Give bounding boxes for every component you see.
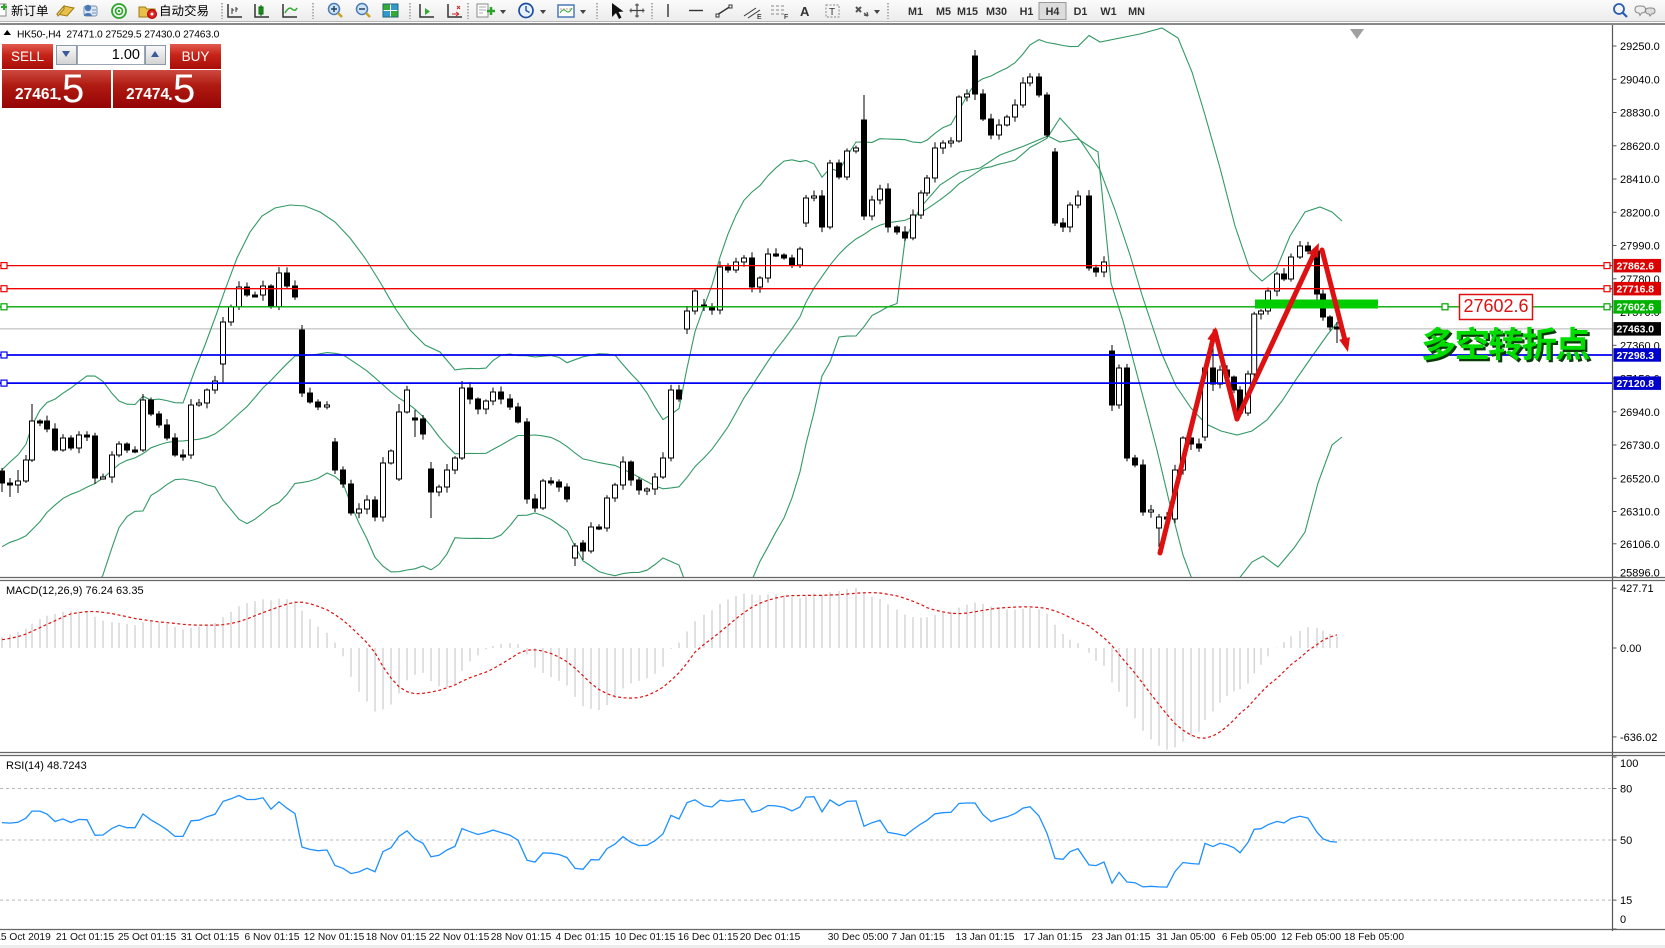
svg-text:27463.0: 27463.0 <box>1617 325 1655 336</box>
svg-text:27602.6: 27602.6 <box>1463 296 1528 316</box>
svg-text:21 Oct 01:15: 21 Oct 01:15 <box>56 932 115 943</box>
svg-text:MN: MN <box>1128 6 1145 18</box>
svg-text:H1: H1 <box>1020 6 1034 18</box>
svg-text:23 Jan 01:15: 23 Jan 01:15 <box>1092 932 1151 943</box>
svg-text:31 Jan 05:00: 31 Jan 05:00 <box>1157 932 1216 943</box>
svg-text:0: 0 <box>1620 914 1626 926</box>
svg-text:E: E <box>757 14 762 21</box>
svg-text:28830.0: 28830.0 <box>1620 108 1660 120</box>
svg-text:T: T <box>829 7 835 18</box>
svg-text:427.71: 427.71 <box>1620 583 1654 595</box>
svg-text:H4: H4 <box>1046 6 1060 18</box>
svg-text:26940.0: 26940.0 <box>1620 407 1660 419</box>
svg-text:12 Nov 01:15: 12 Nov 01:15 <box>304 932 365 943</box>
svg-text:28410.0: 28410.0 <box>1620 174 1660 186</box>
svg-text:27862.6: 27862.6 <box>1617 261 1655 272</box>
svg-text:27602.6: 27602.6 <box>1617 303 1655 314</box>
svg-text:W1: W1 <box>1100 6 1116 18</box>
svg-text:-636.02: -636.02 <box>1620 732 1657 744</box>
svg-text:50: 50 <box>1620 835 1632 847</box>
svg-text:A: A <box>800 4 810 19</box>
svg-text:10 Dec 01:15: 10 Dec 01:15 <box>615 932 676 943</box>
svg-text:HK50-,H4 27471.0 27529.5 2743: HK50-,H4 27471.0 27529.5 27430.0 27463.0 <box>17 30 220 41</box>
svg-text:13 Jan 01:15: 13 Jan 01:15 <box>956 932 1015 943</box>
svg-text:80: 80 <box>1620 784 1632 796</box>
svg-text:18 Feb 05:00: 18 Feb 05:00 <box>1344 932 1404 943</box>
svg-text:27716.8: 27716.8 <box>1617 285 1655 296</box>
svg-text:28200.0: 28200.0 <box>1620 207 1660 219</box>
svg-text:M5: M5 <box>936 6 951 18</box>
svg-text:15 Oct 2019: 15 Oct 2019 <box>0 932 51 943</box>
svg-text:28620.0: 28620.0 <box>1620 141 1660 153</box>
svg-text:F: F <box>784 14 788 21</box>
svg-text:M30: M30 <box>986 6 1007 18</box>
svg-text:29250.0: 29250.0 <box>1620 41 1660 53</box>
svg-text:16 Dec 01:15: 16 Dec 01:15 <box>678 932 739 943</box>
svg-text:25896.0: 25896.0 <box>1620 568 1660 580</box>
svg-text:M15: M15 <box>957 6 978 18</box>
svg-text:26106.0: 26106.0 <box>1620 539 1660 551</box>
svg-text:12 Feb 05:00: 12 Feb 05:00 <box>1281 932 1341 943</box>
svg-text:RSI(14) 48.7243: RSI(14) 48.7243 <box>6 760 87 772</box>
svg-text:MACD(12,26,9) 76.24 63.35: MACD(12,26,9) 76.24 63.35 <box>6 585 144 597</box>
svg-text:31 Oct 01:15: 31 Oct 01:15 <box>181 932 240 943</box>
svg-text:27298.3: 27298.3 <box>1617 351 1655 362</box>
svg-text:4 Dec 01:15: 4 Dec 01:15 <box>556 932 611 943</box>
svg-text:15: 15 <box>1620 895 1632 907</box>
svg-text:D1: D1 <box>1074 6 1088 18</box>
svg-text:17 Jan 01:15: 17 Jan 01:15 <box>1024 932 1083 943</box>
svg-text:22 Nov 01:15: 22 Nov 01:15 <box>429 932 490 943</box>
svg-text:7 Jan 01:15: 7 Jan 01:15 <box>891 932 945 943</box>
svg-text:25 Oct 01:15: 25 Oct 01:15 <box>118 932 177 943</box>
svg-text:27120.8: 27120.8 <box>1617 379 1655 390</box>
svg-text:0.00: 0.00 <box>1620 643 1641 655</box>
svg-text:18 Nov 01:15: 18 Nov 01:15 <box>366 932 427 943</box>
svg-text:6 Nov 01:15: 6 Nov 01:15 <box>245 932 300 943</box>
svg-text:20 Dec 01:15: 20 Dec 01:15 <box>740 932 801 943</box>
svg-text:30 Dec 05:00: 30 Dec 05:00 <box>828 932 889 943</box>
svg-text:28 Nov 01:15: 28 Nov 01:15 <box>491 932 552 943</box>
svg-text:M1: M1 <box>908 6 923 18</box>
svg-text:27990.0: 27990.0 <box>1620 241 1660 253</box>
svg-text:26730.0: 26730.0 <box>1620 440 1660 452</box>
svg-text:29040.0: 29040.0 <box>1620 74 1660 86</box>
svg-text:6 Feb 05:00: 6 Feb 05:00 <box>1222 932 1277 943</box>
svg-text:100: 100 <box>1620 758 1638 770</box>
svg-text:26310.0: 26310.0 <box>1620 507 1660 519</box>
svg-text:26520.0: 26520.0 <box>1620 473 1660 485</box>
